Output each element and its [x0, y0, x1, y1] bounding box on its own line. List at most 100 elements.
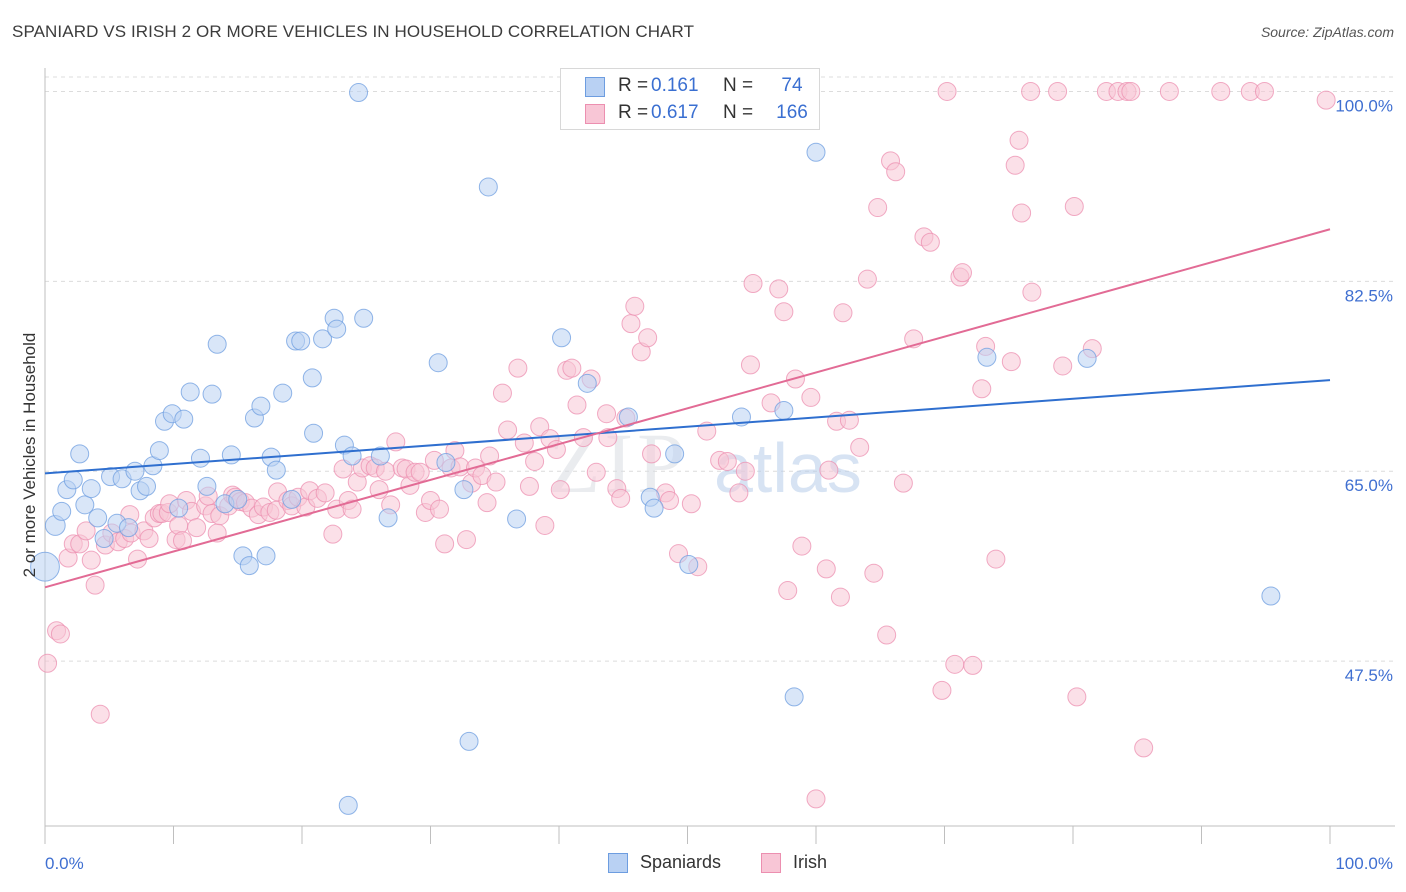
point-irish	[833, 303, 853, 323]
point-spaniards	[478, 177, 498, 197]
point-spaniards	[251, 396, 271, 416]
point-irish	[816, 559, 836, 579]
point-spaniards	[774, 400, 794, 420]
point-irish	[806, 789, 826, 809]
series-spaniards-points	[30, 81, 1281, 815]
point-spaniards	[428, 353, 448, 373]
point-irish	[986, 549, 1006, 569]
point-spaniards	[577, 373, 597, 393]
point-irish	[1053, 356, 1073, 376]
point-irish	[139, 528, 159, 548]
point-spaniards	[731, 407, 751, 427]
point-spaniards	[436, 453, 456, 473]
point-spaniards	[197, 476, 217, 496]
chart-title: SPANIARD VS IRISH 2 OR MORE VEHICLES IN …	[12, 22, 695, 41]
point-irish	[90, 704, 110, 724]
point-irish	[597, 404, 617, 424]
point-irish	[323, 524, 343, 544]
point-spaniards	[75, 495, 95, 515]
point-irish	[877, 625, 897, 645]
point-irish	[819, 460, 839, 480]
point-irish	[486, 472, 506, 492]
point-irish	[435, 534, 455, 554]
point-irish	[774, 302, 794, 322]
point-irish	[429, 499, 449, 519]
point-irish	[792, 536, 812, 556]
point-irish	[480, 446, 500, 466]
point-irish	[729, 483, 749, 503]
point-spaniards	[349, 83, 369, 103]
trend-line-irish	[44, 228, 1331, 589]
point-spaniards	[1077, 348, 1097, 368]
point-irish	[76, 521, 96, 541]
point-spaniards	[552, 328, 572, 348]
point-irish	[743, 274, 763, 294]
series-legend-label-spaniards: Spaniards	[640, 852, 722, 872]
source-label: Source: ZipAtlas.com	[1260, 24, 1394, 40]
point-irish	[681, 494, 701, 514]
y-tick-label: 65.0%	[1345, 476, 1393, 495]
point-irish	[1048, 81, 1068, 101]
point-spaniards	[149, 441, 169, 461]
point-spaniards	[94, 528, 114, 548]
point-irish	[801, 387, 821, 407]
point-irish	[514, 433, 534, 453]
point-irish	[952, 263, 972, 283]
point-irish	[778, 581, 798, 601]
point-irish	[477, 493, 497, 513]
point-spaniards	[806, 142, 826, 162]
point-irish	[740, 355, 760, 375]
x-tick-label-max: 100.0%	[1335, 854, 1393, 873]
point-irish	[611, 488, 631, 508]
point-spaniards	[180, 382, 200, 402]
point-spaniards	[454, 480, 474, 500]
point-irish	[492, 383, 512, 403]
point-irish	[386, 432, 406, 452]
point-irish	[333, 459, 353, 479]
point-irish	[456, 530, 476, 550]
point-spaniards	[190, 448, 210, 468]
point-spaniards	[266, 460, 286, 480]
point-spaniards	[81, 479, 101, 499]
point-spaniards	[679, 555, 699, 575]
point-irish	[735, 461, 755, 481]
point-spaniards	[52, 501, 72, 521]
point-irish	[1009, 130, 1029, 150]
point-irish	[81, 550, 101, 570]
point-irish	[550, 480, 570, 500]
point-irish	[586, 462, 606, 482]
point-irish	[1211, 81, 1231, 101]
point-spaniards	[137, 476, 157, 496]
point-spaniards	[665, 444, 685, 464]
point-irish	[498, 420, 518, 440]
point-spaniards	[119, 518, 139, 538]
point-irish	[342, 499, 362, 519]
point-spaniards	[378, 508, 398, 528]
point-spaniards	[63, 470, 83, 490]
point-irish	[1159, 81, 1179, 101]
point-irish	[864, 563, 884, 583]
point-spaniards	[88, 508, 108, 528]
legend-n-value-irish: 166	[776, 102, 808, 123]
point-irish	[932, 680, 952, 700]
point-spaniards	[125, 461, 145, 481]
point-irish	[1121, 81, 1141, 101]
point-irish	[1012, 203, 1032, 223]
point-irish	[546, 440, 566, 460]
point-irish	[937, 81, 957, 101]
legend-swatch-irish	[585, 104, 605, 124]
point-spaniards	[256, 546, 276, 566]
point-irish	[642, 444, 662, 464]
point-irish	[920, 232, 940, 252]
point-irish	[621, 314, 641, 334]
legend-r-label: R =	[618, 102, 649, 123]
point-spaniards	[338, 795, 358, 815]
point-irish	[1254, 81, 1274, 101]
point-spaniards	[207, 334, 227, 354]
series-legend-swatch-irish	[761, 853, 781, 873]
point-spaniards	[644, 498, 664, 518]
x-tick-label-min: 0.0%	[45, 854, 84, 873]
point-spaniards	[70, 444, 90, 464]
point-spaniards	[30, 551, 60, 582]
point-spaniards	[304, 423, 324, 443]
